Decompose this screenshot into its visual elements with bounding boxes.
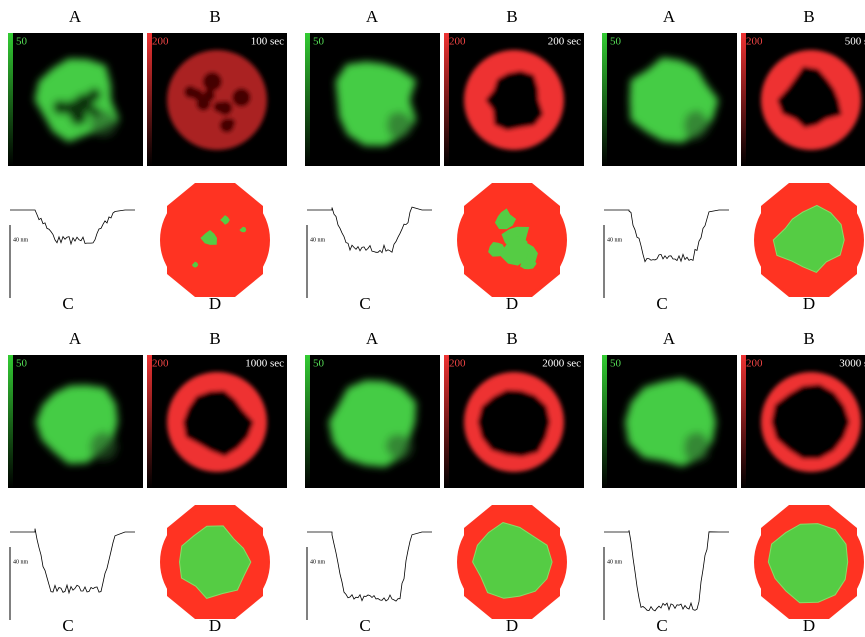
profile-line	[10, 210, 135, 244]
scale-bar	[602, 355, 607, 488]
scale-bar	[305, 33, 310, 166]
red-signal	[761, 372, 861, 472]
dark-spot	[191, 89, 202, 100]
scale-bar	[147, 33, 152, 166]
dark-spot	[232, 88, 250, 106]
dark-spot	[203, 72, 222, 91]
depth-label: 40 nm	[310, 559, 326, 565]
red-signal	[167, 372, 267, 472]
scale-label: 50	[16, 358, 28, 370]
time-label: 200 sec	[548, 36, 581, 48]
red-disk	[167, 50, 267, 150]
dark-spot	[203, 89, 215, 101]
green-signal	[336, 62, 417, 147]
panel-label: C	[656, 616, 667, 635]
scale-bar	[602, 33, 607, 166]
red-signal	[167, 50, 267, 150]
red-signal	[464, 372, 564, 472]
scale-bar	[444, 355, 449, 488]
panel-label: B	[506, 329, 517, 348]
panel-label: A	[69, 7, 82, 26]
profile-line	[604, 210, 729, 262]
dark-spot	[88, 88, 101, 101]
panel: ABCD502001000 sec40 nm	[8, 329, 287, 635]
scale-bar	[8, 33, 13, 166]
profile-line	[307, 207, 432, 253]
scale-label: 50	[16, 36, 28, 48]
scale-label: 50	[610, 358, 622, 370]
scale-bar	[444, 33, 449, 166]
scale-bar	[741, 33, 746, 166]
dark-spot	[220, 118, 234, 132]
depth-label: 40 nm	[13, 559, 29, 565]
scale-bar	[147, 355, 152, 488]
panel-label: B	[506, 7, 517, 26]
depth-label: 40 nm	[310, 237, 326, 243]
scale-bar	[305, 355, 310, 488]
scale-label: 200	[152, 358, 169, 370]
depth-label: 40 nm	[607, 237, 623, 243]
scale-label: 50	[610, 36, 622, 48]
panel-label: B	[209, 329, 220, 348]
depth-label: 40 nm	[607, 559, 623, 565]
panel-label: C	[359, 294, 370, 313]
scale-label: 200	[746, 358, 763, 370]
panel-label: A	[366, 7, 379, 26]
scale-label: 200	[449, 36, 466, 48]
profile-line	[604, 530, 729, 611]
panel-label: A	[663, 329, 676, 348]
time-label: 500 sec	[845, 36, 865, 48]
time-label: 1000 sec	[245, 358, 284, 370]
scale-label: 50	[313, 358, 325, 370]
scale-label: 200	[449, 358, 466, 370]
scale-bar	[741, 355, 746, 488]
dark-spot	[53, 100, 68, 115]
panel-label: A	[663, 7, 676, 26]
scale-bar	[8, 355, 13, 488]
depth-label: 40 nm	[13, 237, 29, 243]
panel-label: B	[803, 7, 814, 26]
profile-line	[307, 532, 432, 601]
time-label: 3000 sec	[839, 358, 865, 370]
time-label: 2000 sec	[542, 358, 581, 370]
profile-line	[10, 529, 135, 593]
red-signal	[761, 50, 861, 150]
panel-label: A	[366, 329, 379, 348]
panel-label: C	[62, 616, 73, 635]
figure: ABCD50200100 sec40 nmABCD50200200 sec40 …	[0, 0, 865, 637]
red-signal	[464, 50, 564, 150]
panel-label: B	[803, 329, 814, 348]
dark-spot	[218, 101, 232, 115]
scale-label: 200	[746, 36, 763, 48]
panel-label: B	[209, 7, 220, 26]
panel-label: A	[69, 329, 82, 348]
scale-label: 50	[313, 36, 325, 48]
panel-label: C	[656, 294, 667, 313]
time-label: 100 sec	[251, 36, 284, 48]
scale-label: 200	[152, 36, 169, 48]
panel-label: C	[62, 294, 73, 313]
panel-label: C	[359, 616, 370, 635]
